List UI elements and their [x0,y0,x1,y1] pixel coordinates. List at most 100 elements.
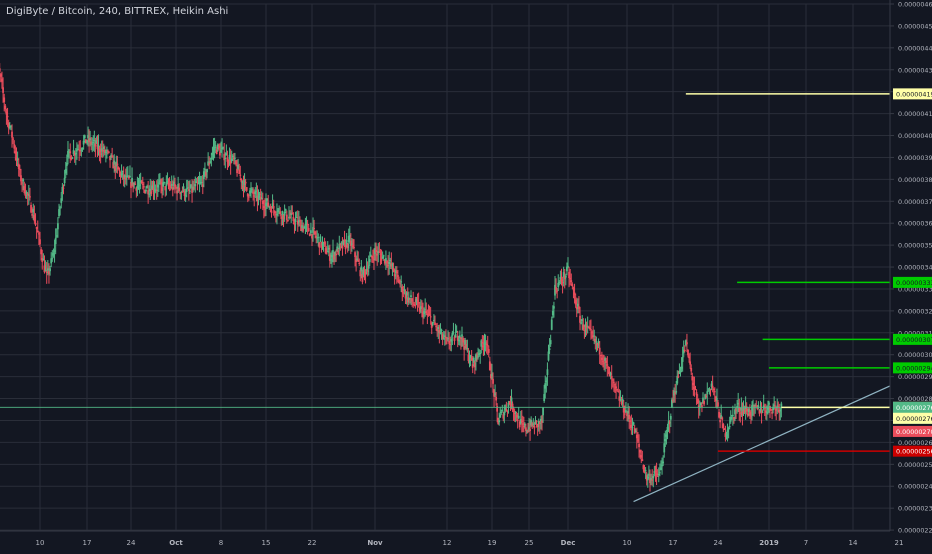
candle-body [330,259,332,261]
candle-body [41,258,44,262]
candle-body [383,259,386,264]
candle-body [257,195,260,199]
candle-body [780,403,783,407]
candle-body [540,418,542,422]
candle-body [508,403,511,405]
candle-body [642,465,645,470]
candle-body [755,405,758,407]
candle-body [134,183,137,185]
candle-body [141,183,144,185]
candle-body [360,266,363,272]
candle-body [377,251,380,254]
candle-body [156,184,159,188]
candle-body [714,396,717,401]
candle-body [162,182,165,187]
candle-body [123,175,126,178]
time-axis[interactable]: 10 17 24 Oct 8 15 22 Nov 12 19 25 Dec 10 17 24 2019 7 14 2… [0,530,903,550]
candle-body [695,392,698,396]
candle-body [599,354,602,356]
candle-body [303,226,306,229]
candle-body [753,406,756,408]
candle-body [146,186,148,188]
candle-body [454,333,457,338]
candle-body [509,404,512,406]
candle-body [244,181,247,184]
candle-body [341,245,344,249]
candle-body [321,243,324,246]
candle-body [469,355,472,358]
level-price-label: 0.00000256 [896,448,932,456]
candle-body [610,375,613,379]
candle-body [102,146,105,150]
candle-body [717,402,719,407]
candle-body [598,347,601,355]
candle-body [174,184,176,187]
candle-body [144,190,146,194]
candle-body [150,191,153,194]
candle-body [398,280,400,284]
candle-body [568,271,570,279]
candle-body [142,186,145,188]
level-price-label: 0.00000307 [896,336,932,344]
candle-body [439,332,442,334]
candle-body [84,139,87,144]
candle-body [507,402,510,407]
candle-body [24,194,27,197]
candle-body [368,258,371,263]
candle-body [578,306,580,309]
candle-body [265,202,267,207]
candle-body [495,396,498,401]
candle-body [728,426,731,428]
candle-body [428,314,431,316]
candle-body [409,298,411,300]
candle-body [22,179,25,182]
trendline[interactable] [633,375,913,503]
candle-body [750,415,752,417]
price-label: 0.00000276 [896,404,932,412]
candle-body [550,319,553,330]
candle-body [671,399,673,408]
candle-body [138,184,141,186]
candle-body [30,205,32,213]
candle-body [500,411,503,414]
candle-body [67,151,69,158]
drawing-lines-layer[interactable] [0,93,913,503]
candle-body [597,341,600,344]
candle-body [331,255,333,258]
candle-body [487,349,490,353]
candle-body [91,143,94,145]
candle-body [295,217,298,219]
candle-body [536,423,539,428]
candle-body [769,406,771,410]
candle-body [200,182,203,184]
candle-body [529,429,531,432]
candle-body [382,255,385,257]
candle-body [390,263,393,267]
candle-body [760,410,763,414]
price-label-bg [893,425,932,437]
candle-body [759,408,762,412]
candle-body [686,342,688,345]
candle-body [361,274,364,282]
candle-body [164,186,167,191]
candle-body [342,239,345,245]
candle-body [735,409,737,411]
candle-body [592,335,595,338]
candle-body [366,270,369,272]
candle-body [411,298,413,302]
time-tick-label: 17 [83,539,92,547]
candle-body [208,162,211,165]
candle-body [297,220,300,223]
time-tick-label: 7 [804,539,808,547]
candle-body [663,443,666,453]
candle-body [160,182,162,184]
candle-body [235,161,237,165]
